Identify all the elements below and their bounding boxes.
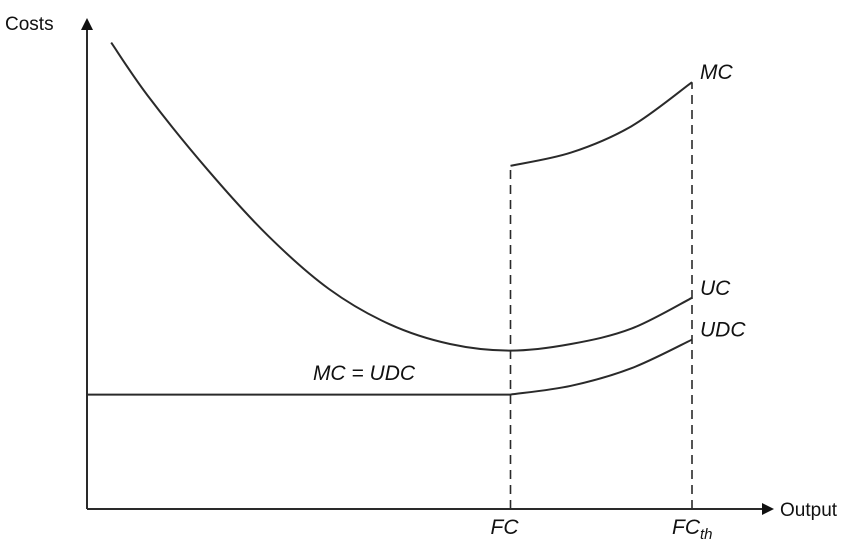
annotation-1: MC = UDC <box>313 362 416 385</box>
cost-curves <box>87 42 693 396</box>
curve-udc <box>87 338 693 396</box>
reference-lines <box>509 82 693 509</box>
curve-mc <box>510 81 693 167</box>
y-axis-title: Costs <box>5 14 54 35</box>
x-axis-title: Output <box>780 500 838 521</box>
x-tick-labels: FC FCth <box>491 516 713 541</box>
curve-label-mc: MC <box>700 61 733 84</box>
curve-label-uc: UC <box>700 277 731 300</box>
curve-labels: MC UC UDC MC = UDC <box>313 61 746 385</box>
x-tick-label-1: FC <box>491 516 520 539</box>
curve-label-udc: UDC <box>700 319 746 342</box>
axes: Costs Output <box>5 14 838 521</box>
x-tick-label-2: FCth <box>672 516 713 541</box>
curve-uc <box>110 42 693 352</box>
